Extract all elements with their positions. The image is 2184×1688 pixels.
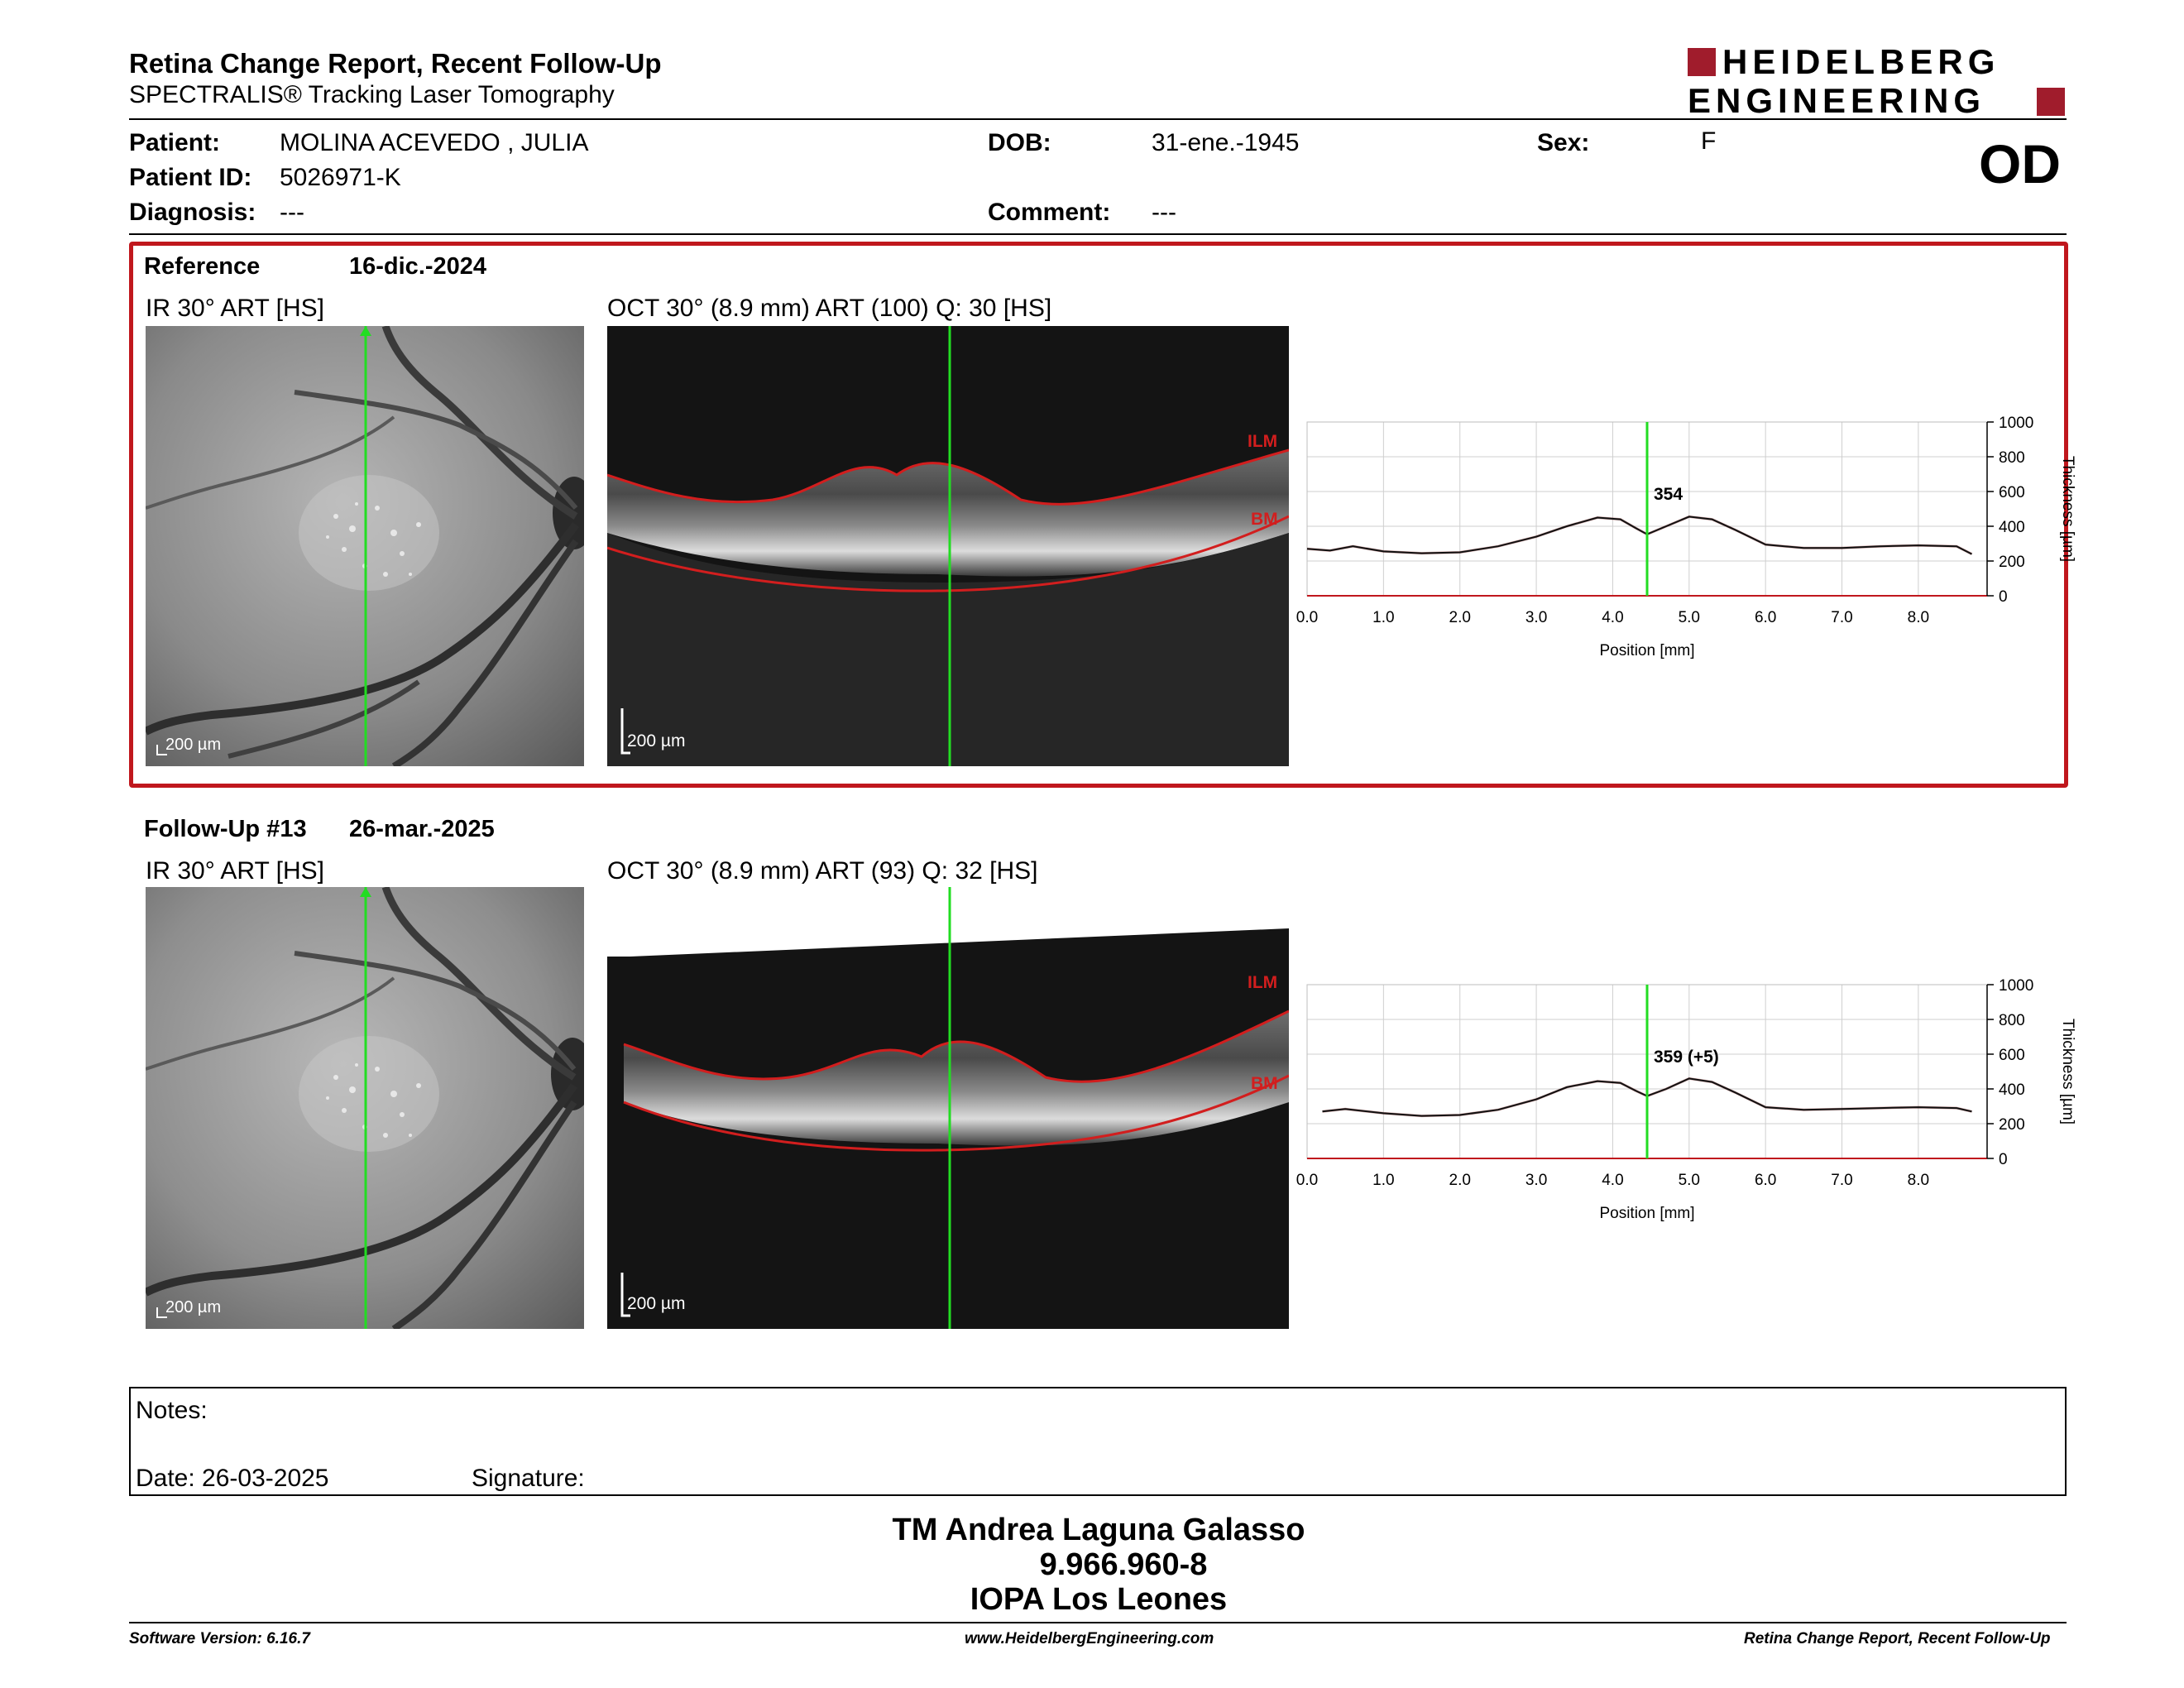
x-tick-label: 2.0 bbox=[1449, 1172, 1471, 1189]
y-tick-label: 400 bbox=[1999, 519, 2025, 536]
x-tick-label: 8.0 bbox=[1908, 609, 1929, 626]
x-tick-label: 8.0 bbox=[1908, 1172, 1929, 1189]
institution-name: IOPA Los Leones bbox=[970, 1582, 1228, 1617]
logo-line-1: HEIDELBERG bbox=[1722, 42, 2000, 81]
y-tick-label: 200 bbox=[1999, 1116, 2025, 1134]
y-tick-label: 200 bbox=[1999, 554, 2025, 571]
followup-bm-label: BM bbox=[1251, 1074, 1278, 1093]
reference-oct-label: OCT 30° (8.9 mm) ART (100) Q: 30 [HS] bbox=[607, 295, 1052, 322]
dob-label: DOB: bbox=[988, 129, 1051, 156]
x-axis-title: Position [mm] bbox=[1599, 1205, 1694, 1222]
website-link[interactable]: www.HeidelbergEngineering.com bbox=[965, 1630, 1214, 1647]
reference-frame bbox=[129, 242, 2068, 788]
diagnosis-label: Diagnosis: bbox=[129, 199, 256, 226]
followup-ilm-label: ILM bbox=[1248, 973, 1277, 992]
notes-label: Notes: bbox=[136, 1397, 208, 1424]
x-tick-label: 0.0 bbox=[1296, 1172, 1318, 1189]
reference-ir-scale: 200 µm bbox=[165, 736, 221, 754]
x-tick-label: 1.0 bbox=[1372, 609, 1394, 626]
reference-label: Reference bbox=[144, 253, 261, 280]
x-tick-label: 1.0 bbox=[1372, 1172, 1394, 1189]
logo-square-top bbox=[1688, 48, 1716, 76]
y-tick-label: 1000 bbox=[1999, 977, 2033, 995]
sex-value: F bbox=[1701, 127, 1717, 155]
reference-oct-image: ILM BM 200 µm bbox=[607, 326, 1289, 766]
reference-ir-label: IR 30° ART [HS] bbox=[146, 295, 324, 322]
comment-label: Comment: bbox=[988, 199, 1111, 226]
footer-divider bbox=[129, 1622, 2067, 1623]
reference-ir-image: 200 µm bbox=[146, 326, 584, 766]
followup-oct-image: ILM BM 200 µm bbox=[607, 887, 1289, 1329]
y-axis-title: Thickness [µm] bbox=[2059, 456, 2076, 562]
info-divider bbox=[129, 233, 2067, 235]
reference-date: 16-dic.-2024 bbox=[349, 253, 487, 280]
technician-rut: 9.966.960-8 bbox=[1039, 1547, 1208, 1582]
x-tick-label: 3.0 bbox=[1525, 609, 1547, 626]
x-tick-label: 5.0 bbox=[1679, 609, 1700, 626]
patient-id-label: Patient ID: bbox=[129, 164, 252, 191]
followup-oct-scale: 200 µm bbox=[627, 1294, 685, 1313]
y-tick-label: 0 bbox=[1999, 588, 2008, 606]
reference-bm-label: BM bbox=[1251, 510, 1278, 529]
followup-ir-image: 200 µm bbox=[146, 887, 584, 1329]
followup-ir-label: IR 30° ART [HS] bbox=[146, 857, 324, 885]
reference-thickness-chart: 0.0 1.0 2.0 3.0 4.0 5.0 6.0 7.0 8.0 0 200 400 600 800… bbox=[1296, 415, 2076, 659]
reference-ilm-label: ILM bbox=[1248, 432, 1277, 451]
y-tick-label: 600 bbox=[1999, 1047, 2025, 1064]
x-tick-label: 7.0 bbox=[1831, 609, 1852, 626]
patient-label: Patient: bbox=[129, 129, 221, 156]
x-axis-title: Position [mm] bbox=[1599, 642, 1694, 659]
marker-value-label: 354 bbox=[1654, 485, 1683, 504]
followup-date: 26-mar.-2025 bbox=[349, 816, 495, 842]
reference-oct-scale: 200 µm bbox=[627, 731, 685, 750]
software-version: Software Version: 6.16.7 bbox=[129, 1630, 310, 1647]
x-tick-label: 5.0 bbox=[1679, 1172, 1700, 1189]
followup-ir-scale: 200 µm bbox=[165, 1298, 221, 1316]
marker-value-label: 359 (+5) bbox=[1654, 1048, 1719, 1067]
notes-date: Date: 26-03-2025 bbox=[136, 1465, 329, 1492]
followup-thickness-chart: 0.0 1.0 2.0 3.0 4.0 5.0 6.0 7.0 8.0 0 200 400 600 800… bbox=[1296, 977, 2076, 1222]
thickness-series-line bbox=[1306, 516, 1972, 555]
x-tick-label: 6.0 bbox=[1755, 1172, 1776, 1189]
report-subtitle: SPECTRALIS® Tracking Laser Tomography bbox=[129, 81, 615, 108]
eye-laterality: OD bbox=[1979, 133, 2061, 194]
y-tick-label: 400 bbox=[1999, 1081, 2025, 1099]
followup-label: Follow-Up #13 bbox=[144, 816, 307, 842]
x-tick-label: 6.0 bbox=[1755, 609, 1776, 626]
patient-name: MOLINA ACEVEDO , JULIA bbox=[280, 129, 589, 156]
footer-report-name: Retina Change Report, Recent Follow-Up bbox=[1744, 1630, 2051, 1647]
header-divider bbox=[129, 118, 2067, 120]
y-tick-label: 800 bbox=[1999, 1012, 2025, 1029]
y-tick-label: 800 bbox=[1999, 449, 2025, 467]
patient-id: 5026971-K bbox=[280, 164, 401, 191]
report-title: Retina Change Report, Recent Follow-Up bbox=[129, 48, 662, 79]
signature-label: Signature: bbox=[472, 1465, 585, 1492]
x-tick-label: 4.0 bbox=[1602, 609, 1623, 626]
x-tick-label: 7.0 bbox=[1831, 1172, 1852, 1189]
logo-square-bottom bbox=[2037, 88, 2065, 116]
logo-line-2: ENGINEERING bbox=[1688, 81, 1986, 120]
x-tick-label: 2.0 bbox=[1449, 609, 1471, 626]
y-tick-label: 600 bbox=[1999, 484, 2025, 501]
y-axis-title: Thickness [µm] bbox=[2059, 1019, 2076, 1125]
diagnosis-value: --- bbox=[280, 199, 304, 226]
technician-name: TM Andrea Laguna Galasso bbox=[892, 1513, 1305, 1547]
y-tick-label: 0 bbox=[1999, 1151, 2008, 1168]
followup-oct-label: OCT 30° (8.9 mm) ART (93) Q: 32 [HS] bbox=[607, 857, 1038, 885]
x-tick-label: 0.0 bbox=[1296, 609, 1318, 626]
dob-value: 31-ene.-1945 bbox=[1152, 129, 1300, 156]
x-tick-label: 4.0 bbox=[1602, 1172, 1623, 1189]
comment-value: --- bbox=[1152, 199, 1176, 226]
y-tick-label: 1000 bbox=[1999, 415, 2033, 432]
notes-box bbox=[129, 1387, 2067, 1496]
sex-label: Sex: bbox=[1537, 129, 1590, 156]
thickness-series-shadow bbox=[1306, 515, 1973, 555]
x-tick-label: 3.0 bbox=[1525, 1172, 1547, 1189]
